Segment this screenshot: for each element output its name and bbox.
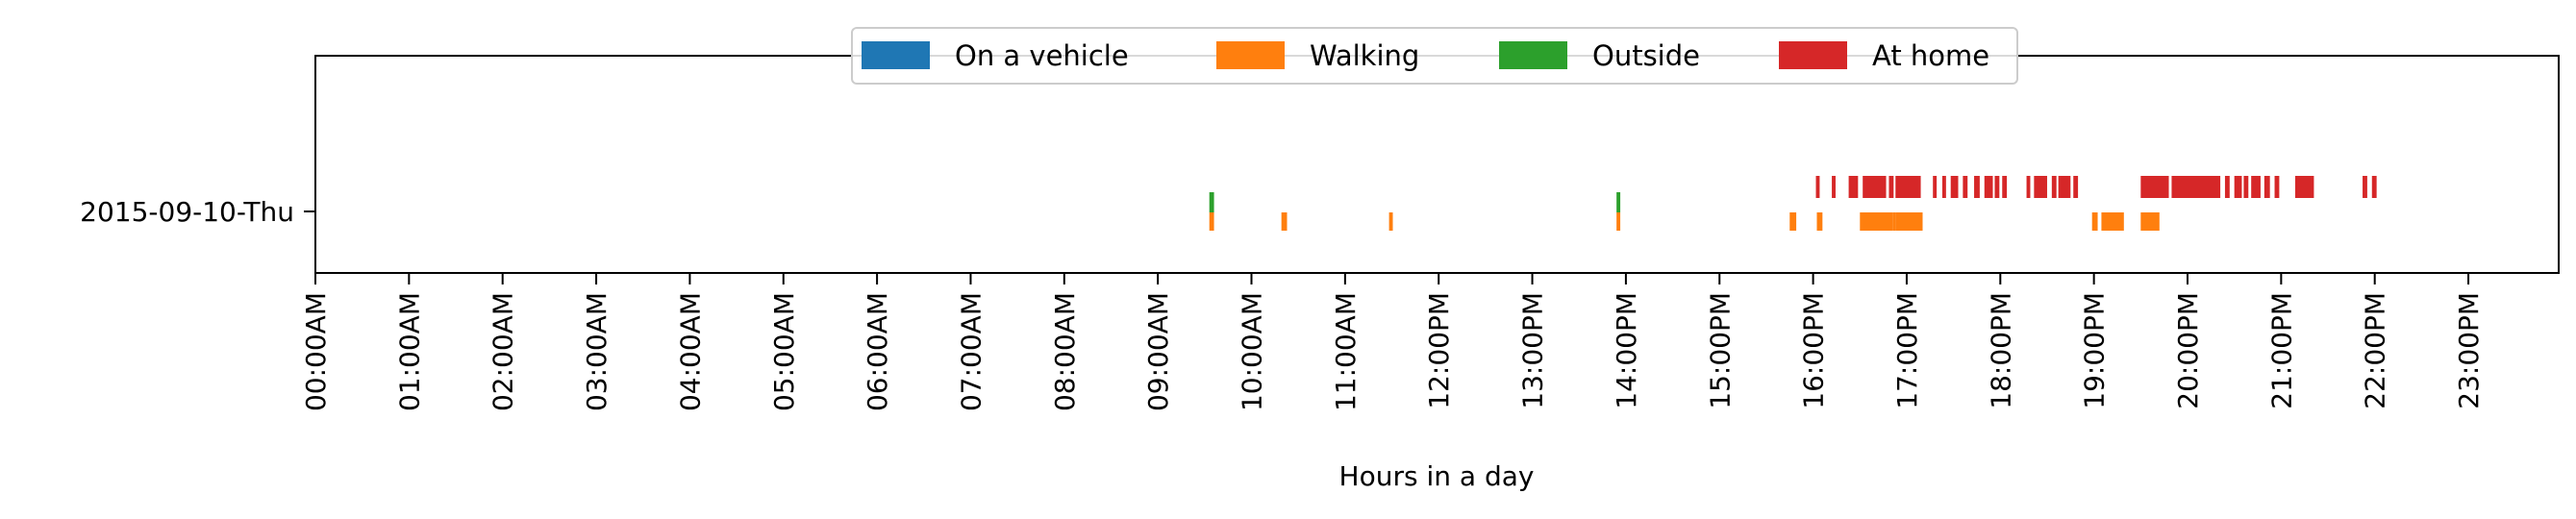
x-tick-label: 22:00PM bbox=[2360, 292, 2391, 409]
x-tick-label: 14:00PM bbox=[1611, 292, 1642, 409]
at-home-interval bbox=[1950, 176, 1959, 198]
plot-frame bbox=[314, 55, 2560, 274]
walking-interval bbox=[1895, 212, 1923, 231]
at-home-interval bbox=[2171, 176, 2221, 198]
activity-marks bbox=[1209, 176, 2377, 231]
x-tick-label: 02:00AM bbox=[488, 292, 519, 411]
legend-swatch bbox=[1779, 41, 1847, 69]
at-home-interval bbox=[2140, 176, 2169, 198]
x-tick-label: 03:00AM bbox=[581, 292, 613, 411]
at-home-interval bbox=[2371, 176, 2377, 198]
at-home-interval bbox=[1933, 176, 1938, 198]
x-tick-label: 09:00AM bbox=[1142, 292, 1174, 411]
legend-swatch bbox=[1216, 41, 1285, 69]
at-home-interval bbox=[1863, 176, 1887, 198]
x-tick-label: 08:00AM bbox=[1049, 292, 1081, 411]
legend-swatch bbox=[1499, 41, 1567, 69]
walking-interval bbox=[1816, 212, 1823, 231]
at-home-interval bbox=[2026, 176, 2031, 198]
at-home-interval bbox=[1815, 176, 1820, 198]
at-home-interval bbox=[1895, 176, 1921, 198]
legend: On a vehicle Walking Outside At home bbox=[851, 27, 2018, 85]
at-home-interval bbox=[2051, 176, 2057, 198]
row-label: 2015-09-10-Thu bbox=[80, 196, 294, 228]
outside-interval bbox=[1209, 192, 1214, 212]
at-home-interval bbox=[2274, 176, 2280, 198]
at-home-interval bbox=[2224, 176, 2230, 198]
legend-swatch bbox=[862, 41, 930, 69]
x-tick-label: 00:00AM bbox=[300, 292, 332, 411]
at-home-interval bbox=[1832, 176, 1836, 198]
at-home-interval bbox=[2034, 176, 2047, 198]
at-home-interval bbox=[2243, 176, 2249, 198]
legend-frame bbox=[851, 27, 2018, 85]
x-tick-label: 18:00PM bbox=[1985, 292, 2016, 409]
walking-interval bbox=[1281, 212, 1288, 231]
walking-interval bbox=[1388, 212, 1393, 231]
walking-interval bbox=[1209, 212, 1214, 231]
at-home-interval bbox=[1888, 176, 1894, 198]
at-home-interval bbox=[2058, 176, 2071, 198]
at-home-interval bbox=[2073, 176, 2079, 198]
x-tick-label: 15:00PM bbox=[1704, 292, 1736, 409]
x-tick-label: 16:00PM bbox=[1798, 292, 1830, 409]
x-axis-label: Hours in a day bbox=[1339, 460, 1535, 492]
at-home-interval bbox=[2251, 176, 2261, 198]
x-tick-label: 06:00AM bbox=[862, 292, 893, 411]
x-tick-label: 12:00PM bbox=[1423, 292, 1455, 409]
x-tick-label: 01:00AM bbox=[393, 292, 425, 411]
walking-interval bbox=[1860, 212, 1893, 231]
at-home-interval bbox=[1984, 176, 1993, 198]
at-home-interval bbox=[1963, 176, 1968, 198]
legend-label: Outside bbox=[1592, 39, 1700, 72]
outside-interval bbox=[1616, 192, 1621, 212]
axes: 00:00AM 01:00AM 02:00AM 03:00AM 04:00AM 05:00… bbox=[80, 196, 2485, 411]
walking-interval bbox=[1892, 212, 1896, 231]
walking-interval bbox=[1616, 212, 1621, 231]
x-tick-label: 17:00PM bbox=[1891, 292, 1923, 409]
at-home-interval bbox=[2263, 176, 2270, 198]
at-home-interval bbox=[2294, 176, 2314, 198]
at-home-interval bbox=[1848, 176, 1859, 198]
x-tick-label: 07:00AM bbox=[955, 292, 987, 411]
x-tick-label: 05:00AM bbox=[768, 292, 800, 411]
x-tick-label: 21:00PM bbox=[2265, 292, 2297, 409]
x-tick-label: 04:00AM bbox=[674, 292, 706, 411]
at-home-interval bbox=[2234, 176, 2242, 198]
walking-interval bbox=[2140, 212, 2160, 231]
legend-label: Walking bbox=[1310, 39, 1419, 72]
at-home-interval bbox=[2363, 176, 2367, 198]
at-home-interval bbox=[2002, 176, 2008, 198]
at-home-interval bbox=[1941, 176, 1946, 198]
legend-label: At home bbox=[1872, 39, 1989, 72]
x-tick-label: 11:00AM bbox=[1330, 292, 1362, 411]
walking-interval bbox=[2091, 212, 2098, 231]
at-home-interval bbox=[1994, 176, 2000, 198]
x-tick-label: 19:00PM bbox=[2079, 292, 2111, 409]
walking-interval bbox=[1789, 212, 1797, 231]
walking-interval bbox=[2101, 212, 2124, 231]
x-tick-label: 20:00PM bbox=[2172, 292, 2204, 409]
at-home-interval bbox=[1974, 176, 1980, 198]
x-tick-label: 23:00PM bbox=[2453, 292, 2485, 409]
x-tick-label: 13:00PM bbox=[1517, 292, 1549, 409]
x-tick-label: 10:00AM bbox=[1237, 292, 1268, 411]
legend-label: On a vehicle bbox=[955, 39, 1129, 72]
